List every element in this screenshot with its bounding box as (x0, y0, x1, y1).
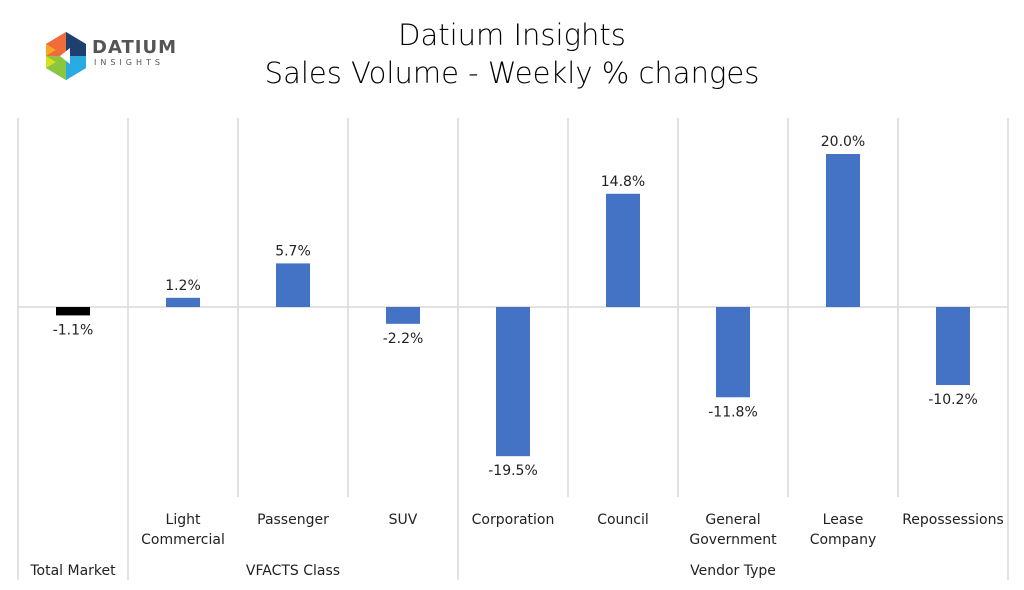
bar-general-government (716, 307, 750, 398)
datium-logo: DATIUM INSIGHTS (42, 28, 182, 84)
data-label: 5.7% (275, 243, 311, 259)
data-label: -1.1% (53, 322, 94, 338)
category-label: SUV (389, 512, 418, 528)
category-label: General (705, 512, 760, 528)
bar-corporation (496, 307, 530, 457)
group-label: VFACTS Class (246, 563, 340, 579)
data-label: 14.8% (601, 174, 645, 190)
data-label: 1.2% (165, 278, 201, 294)
group-label: Total Market (29, 563, 116, 579)
bar-suv (386, 307, 420, 324)
category-label: Council (597, 512, 649, 528)
category-label: Commercial (141, 532, 225, 548)
chart-title: Datium Insights (398, 18, 626, 52)
logo-name: DATIUM (92, 37, 177, 58)
hexagon-logo-icon (46, 32, 86, 80)
category-label: Light (166, 512, 201, 528)
bar-passenger (276, 263, 310, 307)
data-label: -10.2% (928, 392, 978, 408)
chart-subtitle: Sales Volume - Weekly % changes (264, 56, 760, 90)
bar-total-market (56, 307, 90, 316)
data-label: -19.5% (488, 463, 538, 479)
bar-light-commercial (166, 297, 200, 307)
data-label: 20.0% (821, 134, 865, 150)
logo-sub: INSIGHTS (94, 58, 164, 67)
data-label: -2.2% (383, 331, 424, 347)
group-label: Vendor Type (690, 563, 776, 579)
category-label: Government (689, 532, 777, 548)
category-label: Company (810, 532, 877, 548)
bar-council (606, 193, 640, 307)
bar-lease-company (826, 154, 860, 307)
category-label: Lease (823, 512, 864, 528)
category-label: Passenger (257, 512, 329, 528)
bar-repossessions (936, 307, 970, 386)
category-label: Corporation (472, 512, 555, 528)
category-label: Repossessions (902, 512, 1004, 528)
data-label: -11.8% (708, 404, 758, 420)
